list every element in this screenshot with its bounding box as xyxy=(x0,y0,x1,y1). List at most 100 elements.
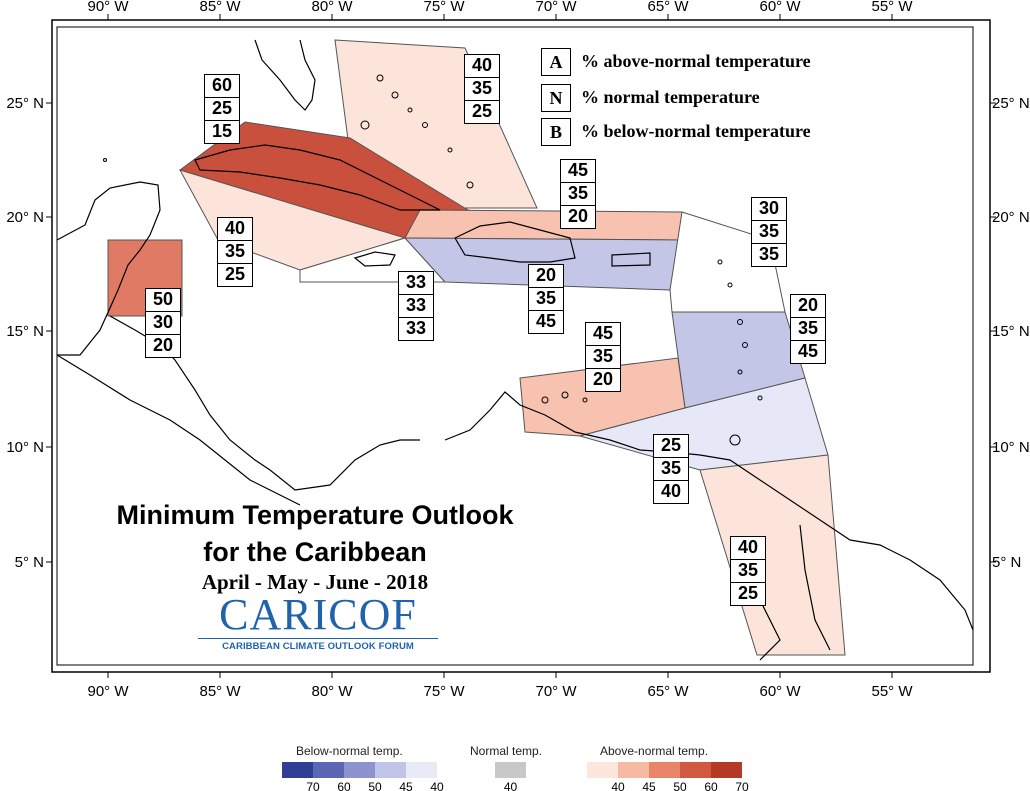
islands xyxy=(103,74,763,446)
lon-label-top: 55° W xyxy=(871,0,913,15)
lon-label-bottom: 65° W xyxy=(647,683,689,700)
jamaica-coast xyxy=(353,251,396,267)
prob-above: 45 xyxy=(586,323,620,346)
lat-label-left: 20° N xyxy=(6,209,44,226)
lon-label-top: 75° W xyxy=(423,0,465,15)
prob-normal: 35 xyxy=(561,183,595,206)
below-swatch xyxy=(313,762,344,778)
below-tick: 45 xyxy=(399,780,413,791)
map-inner-frame xyxy=(56,26,974,666)
lat-label-right: 25° N xyxy=(992,95,1030,112)
lon-label-bottom: 60° W xyxy=(759,683,801,700)
prob-normal: 30 xyxy=(146,312,180,335)
lat-label-left: 25° N xyxy=(6,95,44,112)
prob-normal: 35 xyxy=(218,241,252,264)
prob-box-belize: 50 30 20 xyxy=(145,288,181,358)
prob-below: 25 xyxy=(224,264,246,284)
above-tick: 60 xyxy=(704,780,718,791)
lon-label-bottom: 75° W xyxy=(423,683,465,700)
key-letter-n: N xyxy=(541,84,571,112)
lat-label-right: 15° N xyxy=(992,323,1030,340)
prob-below: 35 xyxy=(758,244,780,264)
lat-label-left: 10° N xyxy=(6,439,44,456)
below-tick: 50 xyxy=(368,780,382,791)
key-text-a: % above-normal temperature xyxy=(581,51,811,71)
prob-normal: 35 xyxy=(529,288,563,311)
prob-above: 40 xyxy=(465,55,499,78)
prob-above: 60 xyxy=(205,75,239,98)
lat-label-left: 15° N xyxy=(6,323,44,340)
prob-box-hispaniola: 20 35 45 xyxy=(528,264,564,334)
prob-normal: 35 xyxy=(752,221,786,244)
prob-above: 45 xyxy=(561,160,595,183)
below-tick: 40 xyxy=(430,780,444,791)
above-swatch xyxy=(711,762,742,778)
prob-below: 25 xyxy=(471,101,493,121)
prob-below: 40 xyxy=(660,481,682,501)
prob-box-abc: 45 35 20 xyxy=(585,322,621,392)
prob-box-bahamas: 40 35 25 xyxy=(464,54,500,124)
logo-main-text: CARICOF xyxy=(219,590,417,639)
prob-below: 15 xyxy=(211,121,233,141)
prob-below: 20 xyxy=(152,335,174,355)
prob-above: 20 xyxy=(529,265,563,288)
colorbar: 70 60 50 45 40 40 40 45 50 60 70 xyxy=(282,762,749,791)
prob-below: 25 xyxy=(737,583,759,603)
prob-above: 40 xyxy=(218,218,252,241)
above-swatch xyxy=(649,762,680,778)
prob-below: 33 xyxy=(405,318,427,338)
key-text-n: % normal temperature xyxy=(581,87,760,107)
prob-box-west-carib: 40 35 25 xyxy=(217,217,253,287)
lon-label-top: 60° W xyxy=(759,0,801,15)
colorbar-above-label: Above-normal temp. xyxy=(600,744,709,758)
prob-box-leeward: 30 35 35 xyxy=(751,197,787,267)
prob-box-windward: 20 35 45 xyxy=(790,294,826,364)
above-swatch xyxy=(680,762,711,778)
above-swatch xyxy=(618,762,649,778)
forecast-period: April - May - June - 2018 xyxy=(201,570,429,594)
above-tick: 45 xyxy=(642,780,656,791)
map-title: Minimum Temperature Outlook xyxy=(116,500,514,530)
prob-below: 20 xyxy=(592,369,614,389)
puerto-rico-coast xyxy=(611,252,651,267)
lon-label-bottom: 80° W xyxy=(311,683,353,700)
hispaniola-coast xyxy=(454,221,576,263)
central-america-pacific xyxy=(56,354,301,506)
lat-label-right: 5° N xyxy=(992,554,1021,571)
key-text-b: % below-normal temperature xyxy=(581,121,811,141)
lat-label-left: 5° N xyxy=(15,554,44,571)
below-swatch xyxy=(282,762,313,778)
cuba-coast xyxy=(194,144,441,211)
prob-box-hispaniola-north: 45 35 20 xyxy=(560,159,596,229)
prob-box-guianas: 40 35 25 xyxy=(730,536,766,606)
prob-above: 20 xyxy=(791,295,825,318)
lon-label-bottom: 70° W xyxy=(535,683,577,700)
lon-label-top: 85° W xyxy=(199,0,241,15)
lon-label-bottom: 85° W xyxy=(199,683,241,700)
prob-normal: 25 xyxy=(205,98,239,121)
prob-above: 25 xyxy=(654,435,688,458)
prob-box-jamaica: 33 33 33 xyxy=(398,271,434,341)
prob-normal: 33 xyxy=(399,295,433,318)
prob-box-cuba: 60 25 15 xyxy=(204,74,240,144)
below-swatch xyxy=(406,762,437,778)
colorbar-below-label: Below-normal temp. xyxy=(296,744,403,758)
key-letter-a: A xyxy=(541,48,571,76)
region-hispaniola-north xyxy=(404,209,683,241)
prob-normal: 35 xyxy=(586,346,620,369)
prob-below: 45 xyxy=(535,311,557,331)
lon-label-top: 80° W xyxy=(311,0,353,15)
prob-above: 30 xyxy=(752,198,786,221)
lon-label-top: 65° W xyxy=(647,0,689,15)
florida xyxy=(254,39,316,111)
below-tick: 70 xyxy=(306,780,320,791)
above-tick: 40 xyxy=(611,780,625,791)
below-swatch xyxy=(344,762,375,778)
axes: 90° W 90° W 85° W 85° W 80° W 80° W 75° W 75° W… xyxy=(6,0,1029,700)
prob-below: 45 xyxy=(797,341,819,361)
normal-swatch xyxy=(495,762,526,778)
normal-tick: 40 xyxy=(504,780,518,791)
caricof-logo: CARICOF CARIBBEAN CLIMATE OUTLOOK FORUM xyxy=(198,592,438,652)
prob-above: 33 xyxy=(399,272,433,295)
below-swatch xyxy=(375,762,406,778)
